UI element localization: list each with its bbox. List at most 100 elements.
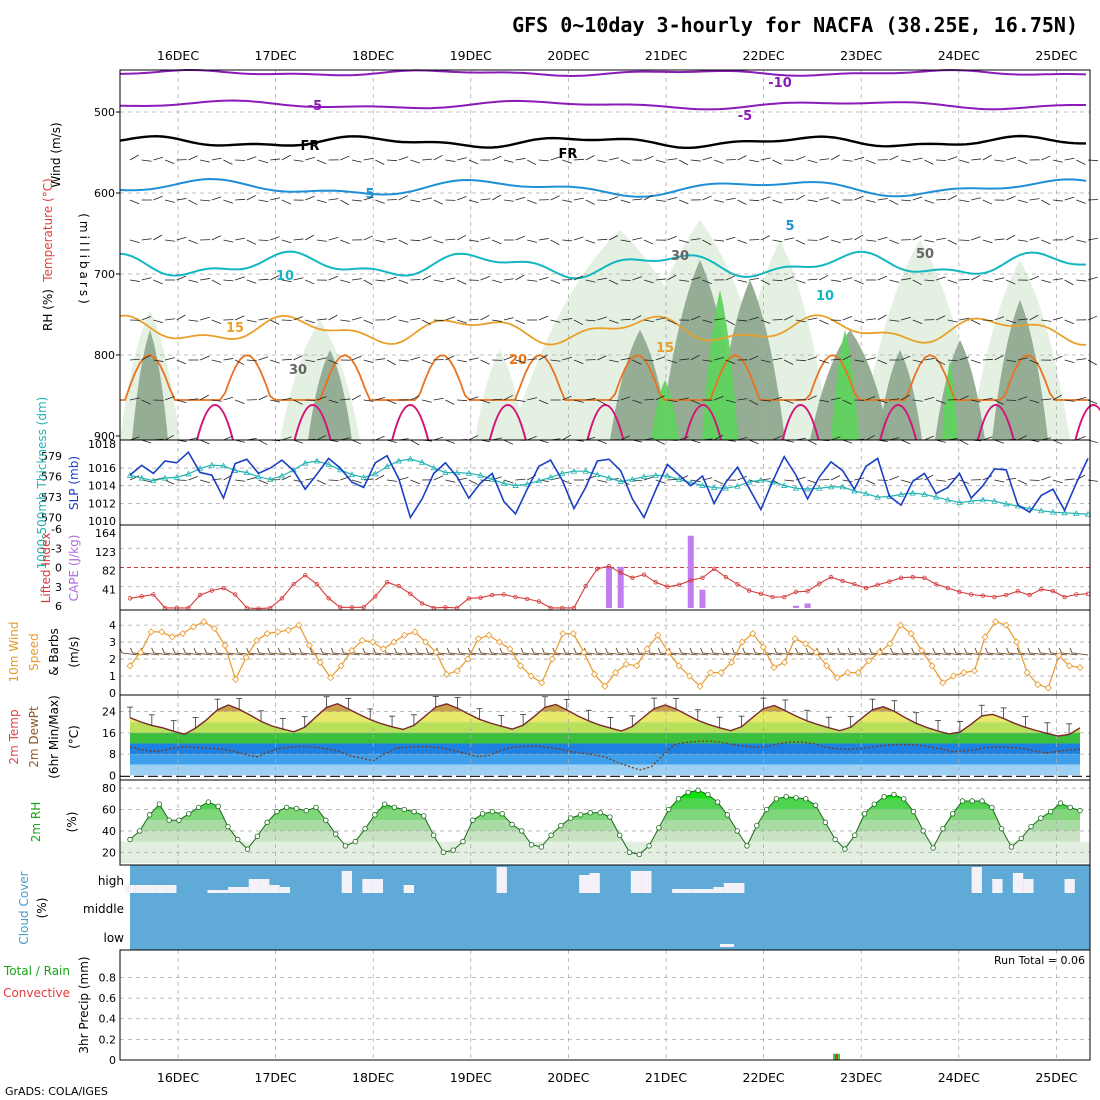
wind-barb — [608, 399, 619, 402]
wind-barb — [749, 199, 760, 202]
rh-point — [705, 791, 711, 798]
wind-barb — [982, 319, 993, 321]
wind-barb — [737, 199, 747, 205]
wind-barb — [385, 652, 402, 656]
rh-point — [803, 796, 809, 802]
rh-point — [901, 796, 907, 802]
wind-barb — [749, 355, 759, 361]
cloud-high-bar — [124, 885, 136, 893]
wind-barb — [351, 278, 362, 281]
wind-barb — [1041, 155, 1051, 161]
wind-barb — [538, 159, 549, 162]
wind-barb — [503, 317, 514, 321]
wind-barb — [176, 314, 186, 321]
wind-barb — [971, 236, 981, 241]
isotherm-25 — [976, 404, 1015, 441]
wind-barb — [153, 319, 164, 324]
rh-point — [989, 804, 995, 811]
contour-label: 50 — [916, 247, 934, 262]
wind-barb — [340, 155, 350, 161]
wind-barb-tick — [446, 647, 450, 654]
wind-barb — [573, 197, 584, 201]
wind-speed-point — [147, 628, 155, 636]
pressure-tick: 800 — [94, 349, 115, 362]
wind-barb — [1087, 315, 1098, 321]
li-point — [279, 596, 285, 601]
wind-barb — [1029, 359, 1039, 365]
wind-barb — [678, 436, 689, 441]
wind-barb — [121, 652, 139, 656]
wind-barb — [628, 652, 645, 656]
wind-ylabel-2: Speed — [27, 633, 41, 671]
wind-barb — [795, 359, 806, 362]
wind-barb-tick — [995, 647, 999, 654]
temp-band — [130, 703, 1080, 712]
wind-barb — [223, 199, 234, 204]
wind-barb — [445, 399, 455, 405]
wind-speed-point — [432, 648, 440, 656]
wind-barb — [188, 319, 199, 322]
wind-barb — [1017, 435, 1027, 441]
wind-barb — [842, 277, 853, 281]
li-point — [1062, 594, 1067, 600]
wind-barb — [830, 475, 841, 481]
wind-speed-point — [400, 631, 409, 639]
li-point — [396, 583, 401, 589]
cloud-high-bar — [630, 871, 642, 893]
wind-barb — [398, 319, 409, 323]
wind-speed-point — [981, 633, 989, 641]
wind-barb-tick — [847, 647, 851, 654]
wind-barb — [702, 239, 712, 246]
wind-barb-tick — [964, 647, 967, 654]
wind-barb — [760, 359, 771, 363]
wind-barb — [258, 239, 269, 241]
thickness-point — [605, 474, 613, 481]
wind-barb — [141, 399, 151, 405]
wind-barb — [681, 652, 698, 656]
top-date-axis: 16DEC 17DEC 18DEC 19DEC 20DEC 21DEC 22DEC 23DEC… — [157, 48, 1078, 63]
li-point — [618, 570, 623, 575]
wind-barb — [480, 359, 490, 365]
date-label-top: 21DEC — [645, 48, 687, 63]
wind-speed-point — [1065, 662, 1074, 670]
wind-barb — [830, 436, 841, 441]
wind-barb — [281, 397, 292, 401]
precip-ylabel-conv: Convective — [3, 986, 70, 1000]
li-tick: -3 — [51, 542, 62, 555]
wind-barb — [608, 319, 619, 324]
wind-barb — [573, 236, 584, 241]
wind-barb — [865, 318, 876, 321]
wind-barb — [129, 199, 140, 205]
wind-barb — [1064, 399, 1075, 402]
contour-label: 15 — [656, 341, 674, 356]
wind-barb — [165, 239, 176, 242]
thickness-point — [477, 471, 484, 478]
cloud-high-bar — [496, 867, 507, 893]
wind-barb — [765, 652, 782, 656]
wind-speed-point — [506, 645, 514, 653]
wind-barb — [1076, 397, 1087, 401]
wind-barb — [573, 275, 584, 281]
wind-barb — [200, 199, 211, 202]
rh-tick: 40 — [102, 825, 116, 838]
wind-barb — [1087, 359, 1097, 366]
wind-barb — [850, 652, 867, 656]
wind-speed-point — [759, 643, 767, 651]
thickness-point — [150, 477, 157, 484]
wind-barb — [702, 319, 713, 323]
wind-barb — [936, 479, 947, 482]
rh-point — [313, 804, 319, 811]
slp-tick: 1014 — [88, 480, 116, 493]
wind-barb — [340, 199, 350, 206]
isotherm-25 — [196, 404, 234, 441]
wind-barb — [667, 197, 678, 201]
thickness-point — [827, 483, 835, 490]
rh-point — [254, 833, 261, 839]
wind-barb — [1029, 479, 1040, 481]
li-point — [933, 581, 939, 587]
rh-point — [479, 811, 486, 817]
cloud-high-bar — [259, 879, 270, 893]
isotherm-25 — [879, 404, 918, 441]
cloud-high-bar — [207, 890, 218, 893]
wind-barb — [1040, 652, 1057, 656]
